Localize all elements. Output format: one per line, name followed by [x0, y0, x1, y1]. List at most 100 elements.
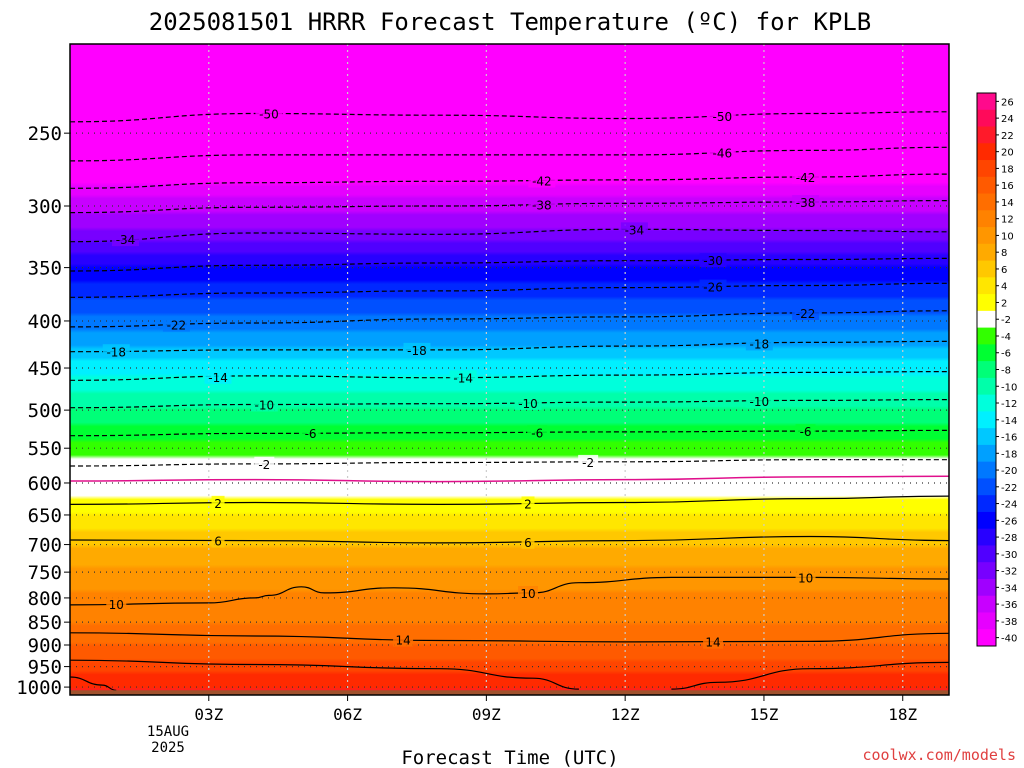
colorbar-swatch — [977, 444, 996, 463]
freezing-isotherm-line — [70, 475, 949, 483]
x-tick-label: 09Z — [472, 705, 501, 724]
contour-label-background — [518, 586, 539, 601]
contour-label-background — [528, 173, 556, 188]
contour-label-background — [708, 145, 736, 160]
contour-label: -34 — [116, 233, 136, 247]
contour-label-background — [211, 533, 225, 548]
colorbar-label: -38 — [1001, 617, 1017, 628]
contour-label-background — [527, 425, 548, 440]
colorbar-label: 16 — [1001, 181, 1014, 192]
colorbar-label: -6 — [1001, 349, 1011, 360]
y-tick-label: 1000 — [16, 677, 62, 699]
colorbar-label: 2 — [1001, 298, 1007, 309]
y-tick-label: 750 — [28, 562, 62, 584]
contour-label: -46 — [713, 147, 733, 161]
contour-label: -26 — [703, 281, 723, 295]
colorbar-swatch — [977, 612, 996, 630]
colorbar-label: -24 — [1001, 500, 1017, 511]
colorbar-swatch — [977, 143, 996, 161]
y-tick-label: 650 — [28, 505, 62, 527]
contour-label-background — [699, 279, 727, 294]
colorbar-label: 24 — [1001, 114, 1014, 125]
credit-text[interactable]: coolwx.com/models — [862, 746, 1016, 764]
colorbar-swatch — [977, 227, 996, 245]
colorbar-label: -18 — [1001, 449, 1017, 460]
colorbar-swatch — [977, 578, 996, 597]
contour-label-background — [795, 424, 816, 439]
contour-label-background — [250, 397, 278, 412]
colorbar-swatch — [977, 629, 996, 647]
colorbar-swatch — [977, 361, 996, 379]
y-tick-label: 850 — [28, 612, 62, 634]
contour-label: -42 — [796, 171, 816, 185]
colorbar-swatch — [977, 377, 996, 396]
colorbar-swatch — [977, 310, 996, 329]
time-axis: 03Z 06Z 09Z 12Z 15Z 18Z — [194, 695, 918, 724]
y-tick-label: 300 — [28, 196, 62, 218]
y-tick-label: 350 — [28, 258, 62, 280]
temperature-field — [70, 44, 949, 695]
contour-label-background — [792, 170, 820, 185]
isotherm-line — [671, 661, 949, 690]
contour-label: -6 — [800, 425, 812, 439]
colorbar-label: -12 — [1001, 399, 1017, 410]
contour-label: -42 — [532, 175, 552, 189]
y-tick-label: 950 — [28, 657, 62, 679]
colorbar-swatch — [977, 411, 996, 429]
contour-label-background — [708, 108, 736, 123]
contour-label: -6 — [305, 427, 317, 441]
contour-label: 10 — [520, 587, 535, 601]
contour-label-background — [449, 370, 477, 385]
contour-label-background — [106, 597, 127, 612]
colorbar-swatch — [977, 160, 996, 178]
colorbar-label: -22 — [1001, 483, 1017, 494]
contour-label: -10 — [518, 397, 538, 411]
contour-label-background — [792, 195, 820, 210]
contour-label: -10 — [255, 398, 275, 412]
colorbar-swatch — [977, 193, 996, 211]
colorbar-label: -16 — [1001, 433, 1017, 444]
y-tick-label: 800 — [28, 588, 62, 610]
y-tick-label: 450 — [28, 358, 62, 380]
y-tick-label: 600 — [28, 473, 62, 495]
contour-label-background — [703, 634, 724, 649]
contour-label-background — [521, 534, 535, 549]
colorbar-swatch — [977, 126, 996, 144]
colorbar-label: 14 — [1001, 198, 1014, 209]
contour-label: -10 — [750, 395, 770, 409]
colorbar-swatch — [977, 210, 996, 228]
contour-label-background — [745, 336, 773, 351]
contour-label-background — [102, 344, 130, 359]
contour-label-background — [112, 232, 140, 247]
contour-label-background — [620, 222, 648, 237]
colorbar-label: 8 — [1001, 248, 1007, 259]
isotherm-line — [70, 576, 949, 606]
contour-label-background — [403, 342, 431, 357]
contour-label: 10 — [798, 571, 813, 585]
contour-label-background — [211, 495, 225, 510]
contour-label-background — [300, 426, 321, 441]
contour-label: 14 — [705, 636, 720, 650]
y-tick-label: 500 — [28, 400, 62, 422]
colorbar-swatch — [977, 327, 996, 345]
grid-lines — [70, 44, 949, 695]
contour-label-background — [162, 317, 190, 332]
isotherm-line — [70, 659, 579, 690]
contour-label: -22 — [796, 307, 816, 321]
contour-label: -18 — [407, 344, 427, 358]
contour-label: 2 — [214, 497, 222, 511]
isotherm-contours: -50 -50-46-42 -42-38 -38-34-34-30-26-22-22-… — [70, 106, 949, 691]
y-tick-label: 400 — [28, 311, 62, 333]
y-tick-label: 700 — [28, 535, 62, 557]
colorbar-swatch — [977, 294, 996, 312]
contour-label-background — [514, 395, 542, 410]
contour-label: 6 — [524, 536, 532, 550]
colorbar-swatch — [977, 495, 996, 513]
x-tick-label: 18Z — [888, 705, 917, 724]
colorbar-swatch — [977, 277, 996, 295]
isotherm-line — [70, 371, 949, 381]
colorbar-swatch — [977, 545, 996, 563]
colorbar-swatch — [977, 428, 996, 446]
contour-label-background — [255, 106, 283, 121]
y-tick-label: 550 — [28, 438, 62, 460]
